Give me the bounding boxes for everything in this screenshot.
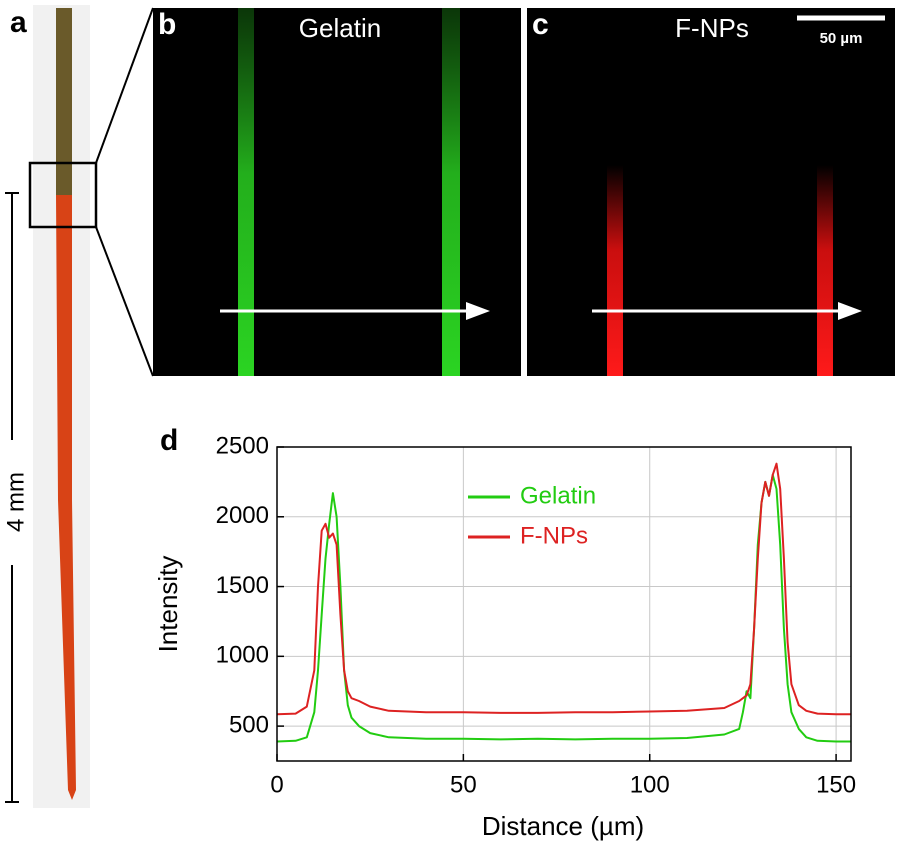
panel-label: d xyxy=(160,424,178,457)
data-line xyxy=(276,473,851,743)
panel-label: b xyxy=(158,8,176,41)
fluor-stripe xyxy=(238,8,254,376)
y-tick-label: 2500 xyxy=(216,432,269,459)
data-line xyxy=(276,462,851,716)
legend-label: Gelatin xyxy=(520,482,596,509)
y-tick-label: 1500 xyxy=(216,572,269,599)
panel-label: a xyxy=(10,6,27,39)
fluor-stripe xyxy=(607,165,623,376)
legend-label: F-NPs xyxy=(520,522,588,549)
fluor-stripe xyxy=(817,165,833,376)
needle-top xyxy=(56,8,72,195)
y-tick-label: 1000 xyxy=(216,642,269,669)
zoom-line xyxy=(95,226,154,377)
plot: 500 1000 1500 2000 2500 0 50 100 150 Gelatin F-NPs xyxy=(216,432,857,798)
arrow-head xyxy=(466,302,490,320)
image-b xyxy=(153,8,521,376)
arrow-head xyxy=(838,302,862,320)
x-tick-label: 100 xyxy=(630,771,670,798)
x-tick-label: 150 xyxy=(816,771,856,798)
panel-title: Gelatin xyxy=(299,13,381,43)
zoom-line xyxy=(95,7,154,164)
x-tick-label: 50 xyxy=(450,771,477,798)
zoom-box xyxy=(28,161,98,229)
plot-frame xyxy=(276,446,852,762)
y-tick-label: 500 xyxy=(229,711,269,738)
x-axis-label: Distance (µm) xyxy=(482,811,644,841)
y-axis-label: Intensity xyxy=(153,556,183,653)
image-c xyxy=(527,8,895,376)
fluor-stripe xyxy=(442,8,460,376)
scale-label: 50 µm xyxy=(820,30,863,47)
needle-body xyxy=(56,195,76,800)
scale-label: 4 mm xyxy=(2,472,29,532)
panel-title: F-NPs xyxy=(675,13,749,43)
panel-label: c xyxy=(532,8,549,41)
x-tick-label: 0 xyxy=(270,771,283,798)
y-tick-label: 2000 xyxy=(216,502,269,529)
